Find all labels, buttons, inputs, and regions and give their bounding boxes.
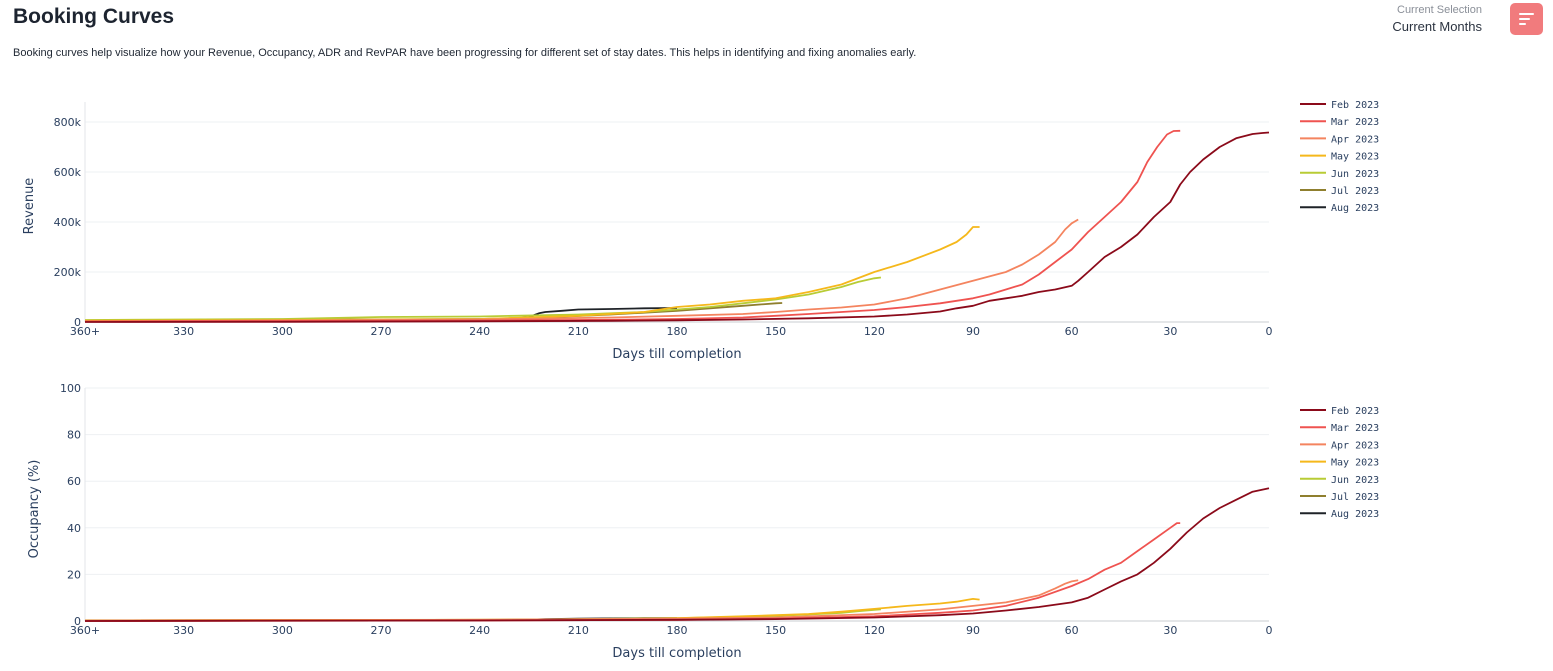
series-line-feb-2023 bbox=[84, 487, 1270, 622]
y-tick-label: 200k bbox=[54, 266, 82, 279]
current-selection-label: Current Selection bbox=[1397, 4, 1482, 16]
legend-label: Feb 2023 bbox=[1331, 406, 1379, 417]
y-tick-label: 400k bbox=[54, 216, 82, 229]
x-tick-label: 270 bbox=[371, 325, 392, 338]
y-tick-label: 0 bbox=[74, 615, 81, 628]
y-tick-label: 20 bbox=[67, 568, 81, 581]
x-tick-label: 150 bbox=[765, 325, 786, 338]
x-tick-label: 330 bbox=[173, 325, 194, 338]
current-selection: Current Selection Current Months bbox=[1392, 4, 1482, 34]
legend-label: Feb 2023 bbox=[1331, 100, 1379, 111]
legend-label: Aug 2023 bbox=[1331, 509, 1379, 520]
x-tick-label: 360+ bbox=[70, 624, 100, 637]
x-tick-label: 180 bbox=[667, 624, 688, 637]
series-line-apr-2023 bbox=[84, 579, 1079, 622]
x-axis-title: Days till completion bbox=[612, 646, 741, 661]
legend-label: Jul 2023 bbox=[1331, 186, 1379, 197]
x-tick-label: 60 bbox=[1065, 325, 1079, 338]
legend-label: Jul 2023 bbox=[1331, 492, 1379, 503]
x-tick-label: 120 bbox=[864, 325, 885, 338]
series-line-feb-2023 bbox=[84, 131, 1270, 323]
y-axis-title: Revenue bbox=[22, 178, 37, 235]
x-tick-label: 210 bbox=[568, 325, 589, 338]
series-line-may-2023 bbox=[84, 226, 980, 322]
series-line-mar-2023 bbox=[84, 129, 1181, 323]
y-tick-label: 800k bbox=[54, 116, 82, 129]
legend-label: May 2023 bbox=[1331, 152, 1379, 163]
x-tick-label: 90 bbox=[966, 624, 980, 637]
x-tick-label: 360+ bbox=[70, 325, 100, 338]
x-tick-label: 270 bbox=[371, 624, 392, 637]
current-selection-value: Current Months bbox=[1392, 19, 1482, 34]
x-tick-label: 120 bbox=[864, 624, 885, 637]
x-tick-label: 210 bbox=[568, 624, 589, 637]
y-tick-label: 100 bbox=[60, 382, 81, 395]
legend-label: Apr 2023 bbox=[1331, 134, 1379, 145]
series-line-apr-2023 bbox=[84, 218, 1079, 323]
legend-label: May 2023 bbox=[1331, 458, 1379, 469]
y-tick-label: 80 bbox=[67, 429, 81, 442]
legend-label: Mar 2023 bbox=[1331, 423, 1379, 434]
series-line-mar-2023 bbox=[84, 522, 1181, 622]
x-tick-label: 180 bbox=[667, 325, 688, 338]
y-axis-title: Occupancy (%) bbox=[27, 460, 42, 559]
x-tick-label: 60 bbox=[1065, 624, 1079, 637]
x-tick-label: 300 bbox=[272, 624, 293, 637]
x-tick-label: 0 bbox=[1266, 325, 1273, 338]
legend-label: Jun 2023 bbox=[1331, 169, 1379, 180]
x-tick-label: 330 bbox=[173, 624, 194, 637]
x-tick-label: 90 bbox=[966, 325, 980, 338]
legend-label: Mar 2023 bbox=[1331, 117, 1379, 128]
page-title: Booking Curves bbox=[13, 5, 175, 28]
series-line-jul-2023 bbox=[84, 302, 783, 322]
x-axis-title: Days till completion bbox=[612, 347, 741, 362]
x-tick-label: 240 bbox=[469, 624, 490, 637]
y-tick-label: 60 bbox=[67, 475, 81, 488]
x-tick-label: 0 bbox=[1266, 624, 1273, 637]
page-description: Booking curves help visualize how your R… bbox=[13, 47, 917, 59]
legend-label: Aug 2023 bbox=[1331, 203, 1379, 214]
x-tick-label: 30 bbox=[1163, 624, 1177, 637]
legend-label: Apr 2023 bbox=[1331, 440, 1379, 451]
sort-menu-button[interactable] bbox=[1510, 3, 1543, 35]
legend-label: Jun 2023 bbox=[1331, 475, 1379, 486]
x-tick-label: 300 bbox=[272, 325, 293, 338]
y-tick-label: 40 bbox=[67, 522, 81, 535]
x-tick-label: 240 bbox=[469, 325, 490, 338]
x-tick-label: 150 bbox=[765, 624, 786, 637]
series-line-jun-2023 bbox=[84, 276, 882, 321]
x-tick-label: 30 bbox=[1163, 325, 1177, 338]
y-tick-label: 0 bbox=[74, 316, 81, 329]
y-tick-label: 600k bbox=[54, 166, 82, 179]
